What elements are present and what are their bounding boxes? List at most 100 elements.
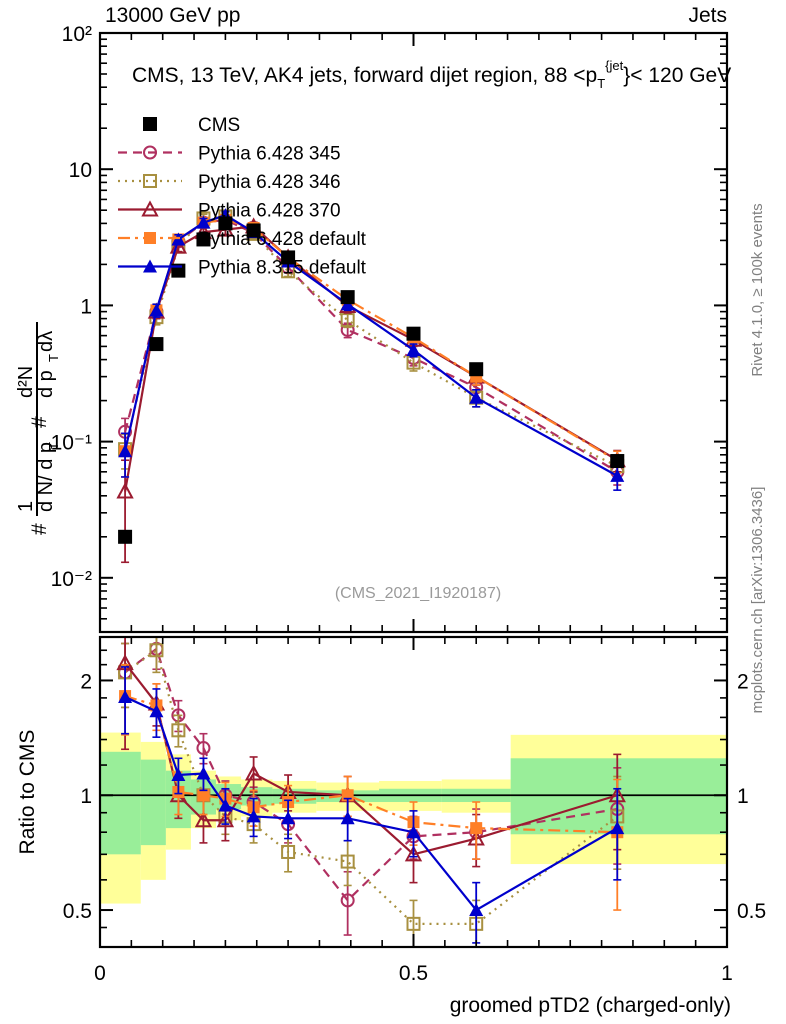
ratio-data-marker xyxy=(194,811,213,828)
legend-marker-4 xyxy=(144,232,156,244)
main-cms-marker xyxy=(281,250,296,265)
legend-label-2: Pythia 6.428 346 xyxy=(198,172,341,193)
ratio-panel xyxy=(98,635,729,949)
legend-marker-3 xyxy=(141,200,159,217)
legend xyxy=(118,117,182,273)
header-beam-energy: 13000 GeV pp xyxy=(105,4,240,27)
ratio-ytick-label: 2 xyxy=(80,670,92,693)
ratio-data-marker xyxy=(171,768,186,782)
ratio-data-marker xyxy=(149,643,164,658)
ratio-ytick-label: 1 xyxy=(80,785,92,808)
legend-marker-1 xyxy=(143,145,157,160)
ratio-series-line xyxy=(124,695,618,834)
legend-marker-2 xyxy=(143,174,157,188)
xaxis-tick-label: 0 xyxy=(94,962,106,985)
main-panel xyxy=(98,31,729,634)
main-cms-marker xyxy=(196,232,211,247)
ratio-data-marker xyxy=(340,811,355,825)
xaxis-tick-label: 0.5 xyxy=(399,962,428,985)
ratio-data-marker xyxy=(406,916,421,931)
legend-label-3: Pythia 6.428 370 xyxy=(198,201,341,222)
plot-title: CMS, 13 TeV, AK4 jets, forward dijet reg… xyxy=(132,58,731,91)
main-ytick-label: 10⁻² xyxy=(51,568,92,591)
ratio-data-marker xyxy=(244,764,263,781)
ratio-ytick-label-right: 2 xyxy=(737,670,749,693)
ratio-data-marker xyxy=(469,903,484,917)
ylabel-one: 1 xyxy=(15,501,37,512)
ylabel-dlambda: dλ xyxy=(35,331,57,352)
ylabel-dpt: d p xyxy=(35,370,57,398)
ylabel-sub-T-2: T xyxy=(46,354,61,362)
ratio-data-marker xyxy=(281,844,296,859)
side-text-rivet: Rivet 4.1.0, ≥ 100k events xyxy=(749,203,766,376)
main-ytick-label: 10 xyxy=(69,159,92,182)
ratio-series-5 xyxy=(118,666,625,944)
main-cms-marker xyxy=(340,290,355,305)
xaxis-tick-label: 1 xyxy=(721,962,733,985)
header-process: Jets xyxy=(688,4,727,27)
ratio-data-marker xyxy=(406,825,421,839)
main-series-5 xyxy=(118,208,625,491)
ratio-band-green xyxy=(140,759,166,846)
main-series-3 xyxy=(116,217,626,564)
main-data-marker xyxy=(116,482,134,499)
ratio-ylabel: Ratio to CMS xyxy=(16,730,39,855)
ratio-data-marker xyxy=(196,766,211,780)
ratio-data-marker xyxy=(197,789,210,802)
main-data-marker xyxy=(340,313,355,328)
legend-label-4: Pythia 6.428 default xyxy=(198,229,367,250)
ratio-data-marker xyxy=(340,893,355,908)
main-ytick-label: 1 xyxy=(80,295,92,318)
main-cms-marker xyxy=(149,337,164,352)
main-data-marker xyxy=(610,468,625,482)
ratio-data-marker xyxy=(196,741,211,756)
legend-marker-5 xyxy=(143,259,157,273)
main-series-cms xyxy=(118,216,625,544)
main-data-marker xyxy=(406,343,421,357)
legend-label-0: CMS xyxy=(198,115,240,136)
ratio-band-green xyxy=(100,751,141,855)
ratio-data-marker xyxy=(118,689,133,703)
ratio-ytick-label: 0.5 xyxy=(63,900,92,923)
ylabel-hash-1: # xyxy=(28,523,51,535)
main-cms-marker xyxy=(246,223,261,238)
ylabel-d2n: d²N xyxy=(15,366,37,398)
ylabel-dn-dpt: d N/ d p xyxy=(35,442,57,512)
main-cms-marker xyxy=(218,216,233,231)
main-cms-marker xyxy=(469,362,484,377)
ratio-data-marker xyxy=(281,811,296,825)
dataset-watermark: (CMS_2021_I1920187) xyxy=(335,585,501,602)
main-series-line xyxy=(124,213,618,477)
ylabel-hash-2: # xyxy=(28,416,51,428)
plot-title-group: CMS, 13 TeV, AK4 jets, forward dijet reg… xyxy=(132,58,731,91)
main-ytick-label: 10⁻¹ xyxy=(51,432,92,455)
ratio-data-marker xyxy=(404,845,423,862)
ratio-data-marker xyxy=(246,809,261,823)
ratio-ytick-label-right: 1 xyxy=(737,785,749,808)
ratio-data-marker xyxy=(218,798,233,812)
legend-marker-0 xyxy=(143,117,157,131)
main-cms-marker xyxy=(118,529,133,544)
ratio-data-marker xyxy=(171,723,186,738)
ratio-data-marker xyxy=(216,811,235,828)
main-series-1 xyxy=(118,212,625,486)
xaxis-label: groomed pTD2 (charged-only) xyxy=(450,994,731,1017)
ratio-data-marker xyxy=(470,822,483,835)
main-data-marker xyxy=(118,444,133,458)
main-data-marker xyxy=(169,237,188,254)
main-data-marker xyxy=(149,303,164,317)
ylabel-sub-T-1: T xyxy=(46,442,61,450)
ratio-data-marker xyxy=(610,821,625,835)
side-text-mcplots: mcplots.cern.ch [arXiv:1306.3436] xyxy=(749,487,766,714)
ratio-data-marker xyxy=(340,854,355,869)
main-cms-marker xyxy=(610,454,625,469)
main-data-marker xyxy=(469,390,484,404)
legend-label-5: Pythia 8.315 default xyxy=(198,258,367,279)
main-cms-marker xyxy=(406,326,421,341)
legend-label-1: Pythia 6.428 345 xyxy=(198,144,341,165)
ratio-data-marker xyxy=(149,704,164,718)
main-ytick-label: 10² xyxy=(62,23,92,46)
